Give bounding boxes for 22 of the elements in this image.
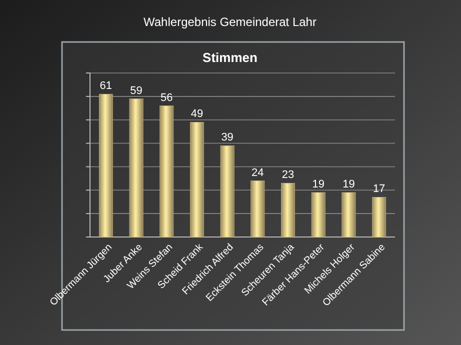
bar — [342, 192, 356, 238]
bar — [311, 192, 326, 238]
data-label: 24 — [252, 166, 264, 179]
chart-title: Wahlergebnis Gemeinderat Lahr — [144, 15, 316, 29]
chart-subtitle: Stimmen — [202, 50, 258, 65]
bar — [160, 106, 174, 238]
bar — [250, 180, 265, 238]
data-label: 19 — [312, 178, 324, 190]
bar — [98, 94, 113, 238]
data-label: 23 — [282, 169, 294, 182]
data-label: 56 — [160, 92, 173, 104]
bar — [129, 98, 144, 238]
data-label: 19 — [342, 178, 355, 190]
data-label: 17 — [372, 183, 386, 196]
data-label: 61 — [100, 80, 112, 92]
data-label: 59 — [130, 84, 142, 97]
bar — [281, 182, 295, 238]
bar — [372, 197, 386, 238]
bar — [220, 145, 234, 238]
data-label: 39 — [221, 132, 234, 144]
bar — [190, 122, 204, 238]
data-label: 49 — [190, 108, 204, 120]
